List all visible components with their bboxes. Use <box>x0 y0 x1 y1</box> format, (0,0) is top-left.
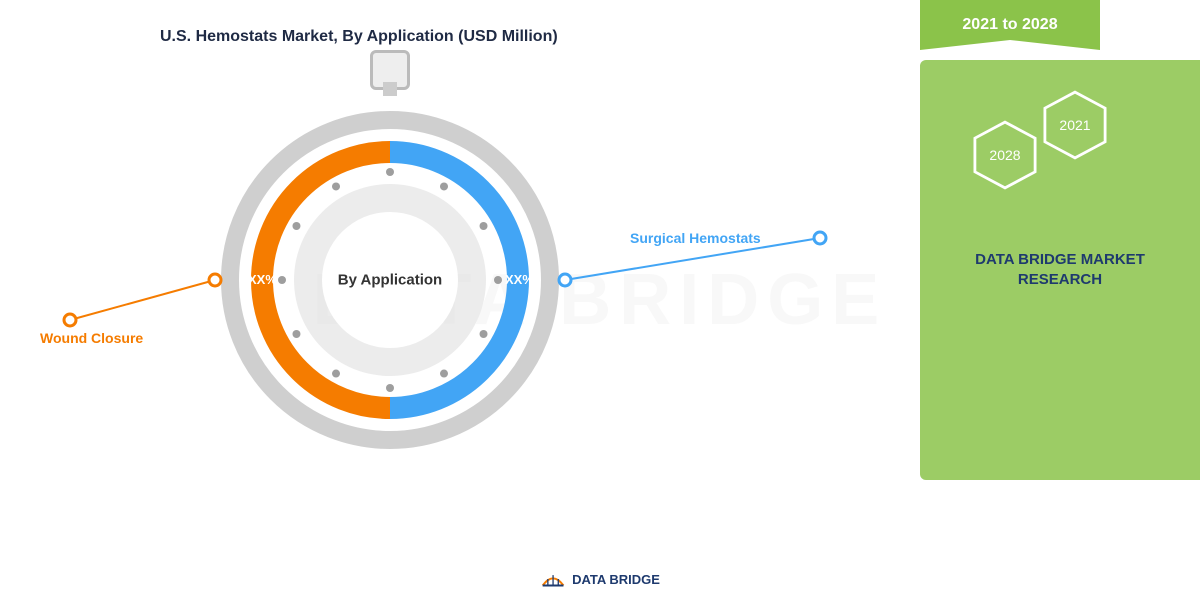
pct-label-wound: XX% <box>248 272 277 287</box>
stopwatch-stem-icon <box>383 82 397 96</box>
hex-label: 2028 <box>989 147 1020 163</box>
hex-2021: 2021 <box>1040 90 1110 160</box>
segment-label-wound: Wound Closure <box>40 330 143 346</box>
logo-text: DATA BRIDGE <box>572 572 660 587</box>
hex-label: 2021 <box>1059 117 1090 133</box>
footer-logo: DATA BRIDGE <box>540 566 660 592</box>
donut-center-label: By Application <box>338 272 442 289</box>
brand-label: DATA BRIDGE MARKET RESEARCH <box>960 250 1160 289</box>
year-banner: 2021 to 2028 <box>920 0 1100 50</box>
segment-label-surgical: Surgical Hemostats <box>630 230 761 246</box>
hex-2028: 2028 <box>970 120 1040 190</box>
bridge-icon <box>540 566 566 592</box>
chart-title: U.S. Hemostats Market, By Application (U… <box>160 28 558 46</box>
pct-label-surgical: XX% <box>505 272 534 287</box>
